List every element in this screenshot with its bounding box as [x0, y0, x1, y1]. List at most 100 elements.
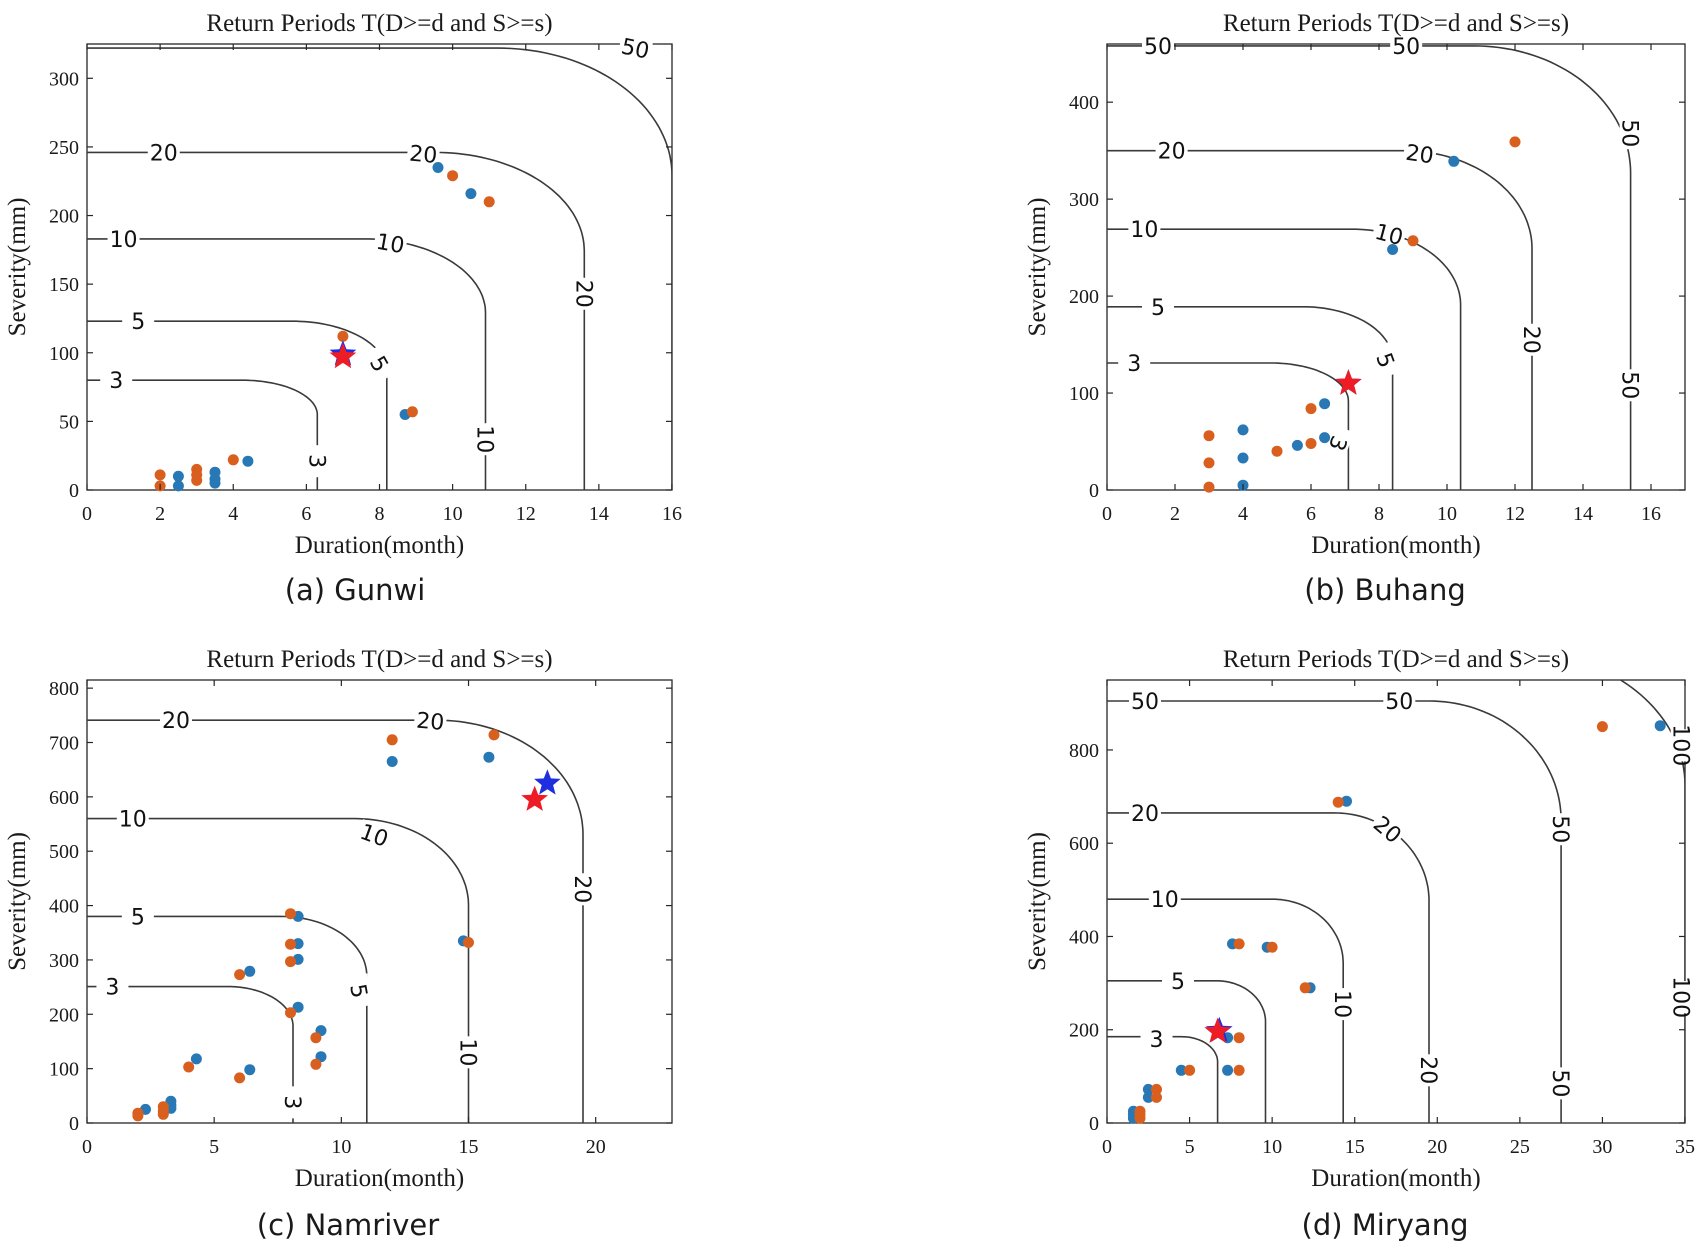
y-tick-label: 400 [1069, 926, 1099, 948]
y-tick-label: 500 [49, 841, 79, 863]
data-point [244, 965, 256, 977]
plot-frame [1106, 679, 1686, 1124]
y-axis-label: Severity(mm) [1024, 198, 1051, 337]
contour-label: 20 [1518, 326, 1543, 354]
x-tick-label: 5 [209, 1136, 219, 1158]
y-tick-label: 800 [1069, 740, 1099, 762]
contour-label-halo [1550, 1067, 1573, 1100]
data-point [285, 956, 296, 968]
x-tick-label: 14 [1573, 503, 1593, 525]
x-axis-label: Duration(month) [1311, 1165, 1480, 1192]
data-point [1151, 1083, 1162, 1095]
contour-label-halo [1418, 1054, 1441, 1087]
y-tick-label: 100 [49, 343, 79, 365]
contour-label: 20 [1404, 141, 1435, 170]
contour-label-halo [1322, 424, 1355, 463]
data-point [1142, 1083, 1154, 1095]
x-tick-label: 10 [1262, 1136, 1282, 1158]
data-point [386, 756, 398, 767]
contour-label-halo [406, 141, 441, 167]
contour-label: 20 [408, 142, 438, 169]
contour-label-halo [96, 975, 129, 998]
highlight-star [1335, 369, 1362, 395]
contour-label-halo [1619, 117, 1642, 150]
y-tick-label: 0 [1089, 480, 1099, 502]
contour-label: 50 [1392, 35, 1420, 60]
contour-label-halo [160, 709, 193, 732]
y-tick-label: 200 [49, 206, 79, 228]
y-tick-label: 300 [49, 950, 79, 972]
data-point [209, 477, 221, 489]
contour-label: 20 [1415, 1056, 1440, 1084]
contour-line [1107, 812, 1430, 1123]
contour-label: 3 [1150, 1028, 1164, 1053]
data-point [1151, 1091, 1162, 1103]
contour-label-halo [122, 310, 155, 333]
contour-label: 3 [303, 454, 328, 468]
contour-label: 3 [109, 369, 123, 394]
contour-label: 20 [415, 709, 445, 736]
data-point [172, 480, 184, 492]
y-axis-label: Severity(mm) [4, 198, 31, 337]
chart-title: Return Periods T(D>=d and S>=s) [1223, 10, 1569, 37]
contour-label: 100 [1668, 976, 1693, 1018]
contour-line [87, 47, 672, 490]
contour-label: 20 [570, 280, 595, 308]
x-tick-label: 12 [1505, 503, 1525, 525]
contour-label: 10 [374, 230, 406, 259]
x-tick-label: 5 [1185, 1136, 1195, 1158]
data-point [483, 196, 495, 208]
data-point [292, 1001, 304, 1013]
x-tick-label: 10 [1437, 503, 1457, 525]
contour-label: 50 [1617, 371, 1642, 399]
x-tick-label: 2 [1170, 503, 1180, 525]
x-tick-label: 35 [1675, 1136, 1695, 1158]
y-tick-label: 700 [49, 733, 79, 755]
data-point [1509, 136, 1521, 148]
x-tick-label: 0 [1102, 503, 1112, 525]
data-point [234, 1072, 246, 1084]
x-tick-label: 16 [1641, 503, 1661, 525]
data-point [1332, 796, 1344, 808]
x-tick-label: 2 [155, 503, 165, 525]
data-point [191, 474, 203, 486]
y-tick-label: 0 [69, 480, 79, 502]
data-point [190, 1053, 202, 1065]
contour-line [87, 379, 319, 490]
x-tick-label: 20 [1427, 1136, 1447, 1158]
data-point [1233, 1064, 1245, 1076]
x-tick-label: 0 [1102, 1136, 1112, 1158]
data-point [447, 170, 459, 182]
y-tick-label: 50 [59, 411, 79, 433]
contour-label-halo [1670, 981, 1693, 1014]
contour-label-halo [116, 807, 149, 830]
contour-label-halo [617, 34, 654, 63]
contour-label: 20 [150, 141, 178, 166]
contour-label: 5 [1151, 296, 1165, 321]
contour-label-halo [1521, 323, 1543, 356]
contour-label-halo [1118, 351, 1151, 374]
data-point [1233, 938, 1245, 950]
y-tick-label: 800 [49, 678, 79, 700]
y-tick-label: 0 [69, 1113, 79, 1135]
y-tick-label: 400 [1069, 92, 1099, 114]
x-tick-label: 6 [1306, 503, 1316, 525]
highlight-star [521, 785, 548, 811]
x-tick-label: 4 [1238, 503, 1248, 525]
contour-label: 5 [344, 982, 371, 1000]
y-tick-label: 300 [1069, 189, 1099, 211]
contour-label-halo [474, 423, 497, 456]
contour-label-halo [1619, 369, 1642, 402]
data-point [406, 406, 418, 418]
contour-label-halo [573, 277, 596, 310]
data-point [1142, 1091, 1154, 1103]
contour-line [87, 817, 470, 1123]
contour-label-halo [1155, 139, 1188, 162]
data-point [1305, 438, 1317, 449]
contour-label-halo [1142, 295, 1174, 318]
contour-label-halo [1402, 140, 1438, 167]
y-tick-label: 100 [49, 1059, 79, 1081]
